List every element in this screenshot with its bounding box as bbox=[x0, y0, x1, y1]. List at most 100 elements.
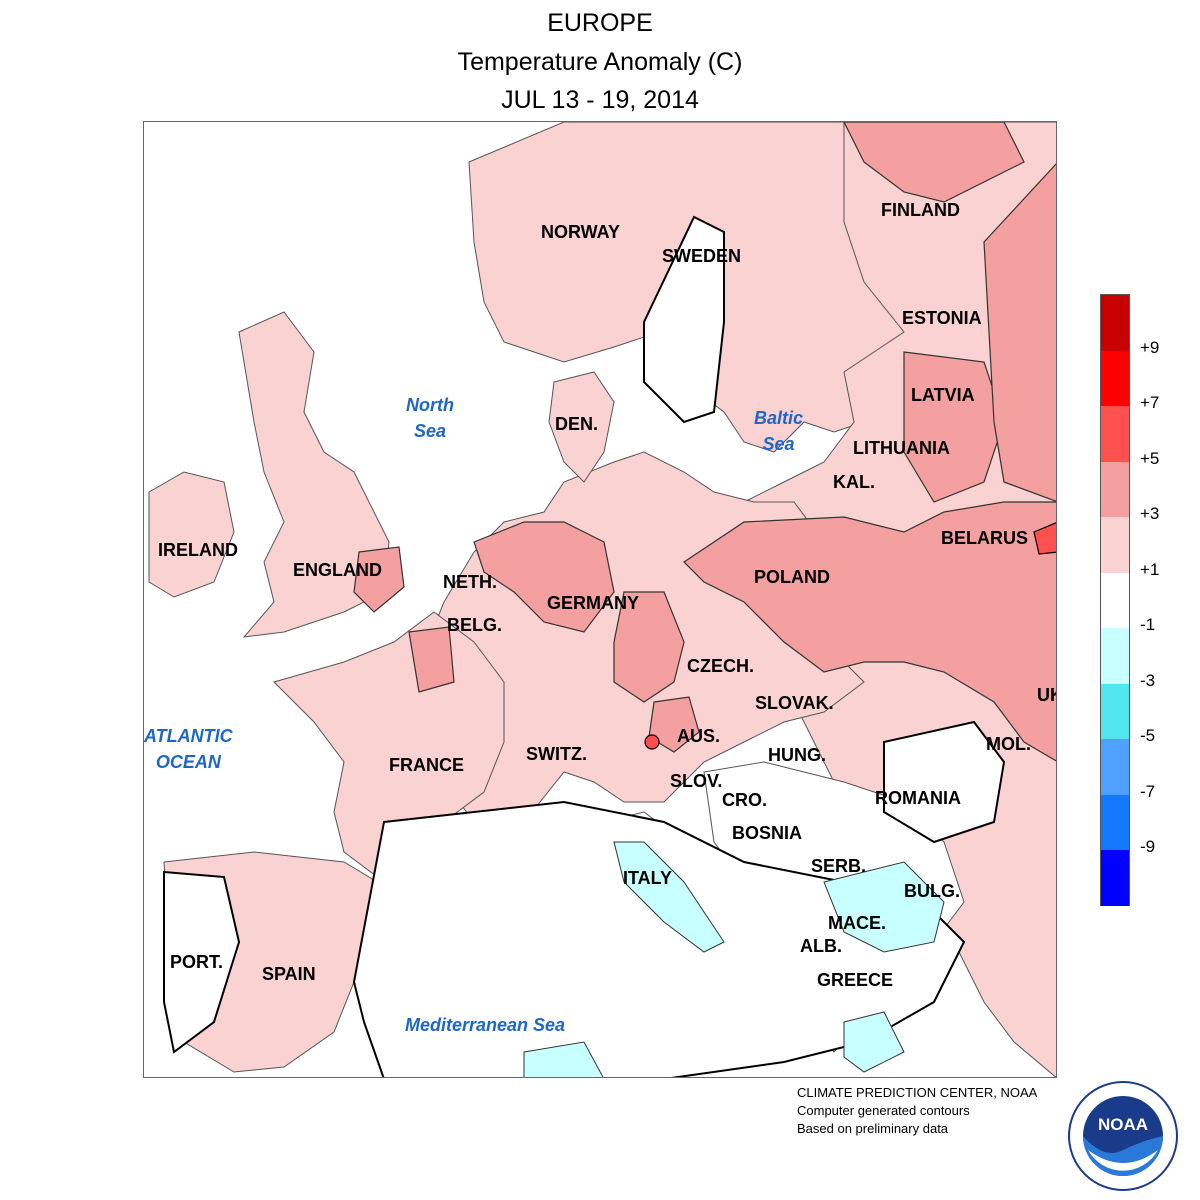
legend-tick-label: -1 bbox=[1140, 615, 1156, 634]
legend-tick-label: -3 bbox=[1140, 670, 1156, 690]
near-normal-zone-mediterranean bbox=[352, 800, 966, 1077]
anomaly-map: NORWAY SWEDEN FINLAND ESTONIA LATVIA LIT… bbox=[143, 121, 1057, 1078]
anomaly-zone-baltics bbox=[903, 351, 1005, 503]
label-england: ENGLAND bbox=[293, 560, 382, 580]
label-mediterranean-sea: Mediterranean Sea bbox=[405, 1012, 565, 1038]
label-atlantic-ocean: ATLANTIC OCEAN bbox=[144, 723, 233, 775]
label-uk: UK bbox=[1037, 685, 1056, 705]
map-title-region: EUROPE bbox=[547, 9, 653, 37]
near-normal-zone-sweden bbox=[643, 215, 725, 424]
label-czech: CZECH. bbox=[687, 656, 754, 676]
label-estonia: ESTONIA bbox=[902, 308, 982, 328]
label-belarus: BELARUS bbox=[941, 528, 1029, 548]
label-north-sea: North Sea bbox=[406, 392, 454, 444]
legend-tick-label: -9 bbox=[1140, 837, 1156, 856]
label-mace: MACE. bbox=[828, 913, 886, 933]
warm-hotspot-austria bbox=[644, 734, 660, 750]
credit-line-3: Based on preliminary data bbox=[797, 1121, 949, 1136]
legend-tick-label: +5 bbox=[1140, 448, 1160, 468]
legend-swatch bbox=[1101, 628, 1129, 684]
label-norway: NORWAY bbox=[541, 222, 621, 242]
label-port: PORT. bbox=[170, 952, 224, 972]
anomaly-zone-poland-belarus bbox=[683, 501, 1056, 762]
label-spain: SPAIN bbox=[262, 964, 316, 984]
map-title-variable: Temperature Anomaly (C) bbox=[457, 48, 743, 76]
label-slov: SLOV. bbox=[670, 771, 723, 791]
label-bulg: BULG. bbox=[904, 881, 960, 901]
label-hung: HUNG. bbox=[768, 745, 826, 765]
map-title-period: JUL 13 - 19, 2014 bbox=[501, 86, 699, 114]
legend-tick-label: +9 bbox=[1140, 337, 1160, 357]
legend-swatch bbox=[1101, 406, 1129, 462]
legend-tick-label: -5 bbox=[1140, 726, 1156, 745]
noaa-logo-text: NOAA bbox=[1098, 1115, 1148, 1134]
label-mol: MOL. bbox=[986, 734, 1031, 754]
legend-tick-label: -7 bbox=[1140, 781, 1156, 801]
legend-swatch bbox=[1101, 683, 1129, 739]
legend-swatch bbox=[1101, 461, 1129, 517]
legend-swatch bbox=[1101, 739, 1129, 795]
legend-swatch bbox=[1101, 572, 1129, 628]
label-north-sea-line2: Sea bbox=[413, 421, 447, 441]
label-kal: KAL. bbox=[833, 472, 875, 492]
label-atlantic-ocean-line1: ATLANTIC bbox=[144, 726, 233, 746]
label-mediterranean-sea-line1: Mediterranean Sea bbox=[405, 1015, 566, 1035]
britain-landmass bbox=[238, 311, 390, 638]
label-latvia: LATVIA bbox=[911, 385, 975, 405]
legend-swatch bbox=[1101, 794, 1129, 850]
label-baltic-sea: Baltic Sea bbox=[754, 405, 803, 457]
label-atlantic-ocean-line2: OCEAN bbox=[155, 752, 221, 772]
label-den: DEN. bbox=[555, 414, 599, 434]
legend-swatch bbox=[1101, 295, 1129, 351]
ireland-landmass bbox=[148, 471, 235, 598]
warm-hotspot-belarus bbox=[1033, 522, 1056, 555]
label-aus: AUS. bbox=[677, 726, 721, 746]
label-finland: FINLAND bbox=[881, 200, 960, 220]
legend-swatch bbox=[1101, 350, 1129, 406]
near-normal-zone-portugal bbox=[163, 870, 241, 1054]
cool-zone-italy bbox=[613, 841, 725, 953]
label-bosnia: BOSNIA bbox=[732, 823, 803, 843]
label-cro: CRO. bbox=[722, 790, 767, 810]
near-normal-zone-balkans bbox=[883, 720, 1006, 844]
noaa-logo: NOAA bbox=[1068, 1081, 1178, 1191]
label-baltic-sea-line2: Sea bbox=[762, 434, 795, 454]
label-romania: ROMANIA bbox=[875, 788, 961, 808]
anomaly-zone-germany-south bbox=[613, 591, 685, 703]
anomaly-zone-finland-north bbox=[843, 122, 1025, 203]
credit-line-1: CLIMATE PREDICTION CENTER, NOAA bbox=[797, 1085, 1038, 1100]
label-greece: GREECE bbox=[817, 970, 894, 990]
cool-zone-balkans bbox=[823, 861, 945, 953]
anomaly-zone-east bbox=[983, 163, 1056, 502]
label-switz: SWITZ. bbox=[526, 744, 587, 764]
legend-tick-label: +1 bbox=[1140, 559, 1160, 579]
legend-swatch bbox=[1101, 850, 1129, 906]
legend-tick-label: +3 bbox=[1140, 504, 1160, 523]
label-neth: NETH. bbox=[443, 572, 497, 592]
legend-color-scale bbox=[1100, 294, 1130, 906]
label-serb: SERB. bbox=[811, 856, 867, 876]
legend-swatch bbox=[1101, 517, 1129, 573]
label-alb: ALB. bbox=[800, 936, 842, 956]
label-italy: ITALY bbox=[623, 868, 673, 888]
label-sweden: SWEDEN bbox=[662, 246, 742, 266]
credit-line-2: Computer generated contours bbox=[797, 1103, 970, 1118]
anomaly-zone-germany bbox=[473, 521, 615, 633]
label-lithuania: LITHUANIA bbox=[853, 438, 950, 458]
label-baltic-sea-line1: Baltic bbox=[754, 408, 804, 428]
denmark-landmass bbox=[548, 371, 615, 483]
label-poland: POLAND bbox=[754, 567, 830, 587]
anomaly-zone-east-anglia bbox=[353, 546, 405, 613]
legend-tick-label: +7 bbox=[1140, 393, 1160, 412]
cool-zone-south bbox=[523, 1041, 604, 1077]
label-north-sea-line1: North bbox=[406, 395, 454, 415]
anomaly-map-graphic bbox=[148, 122, 1056, 1077]
anomaly-zone-austria bbox=[648, 696, 700, 753]
label-slovak: SLOVAK. bbox=[755, 693, 834, 713]
anomaly-zone-france-north bbox=[408, 626, 455, 693]
label-france: FRANCE bbox=[389, 755, 464, 775]
label-ireland: IRELAND bbox=[158, 540, 238, 560]
label-germany: GERMANY bbox=[547, 593, 640, 613]
label-belg: BELG. bbox=[447, 615, 503, 635]
cool-zone-greece bbox=[843, 1011, 905, 1073]
